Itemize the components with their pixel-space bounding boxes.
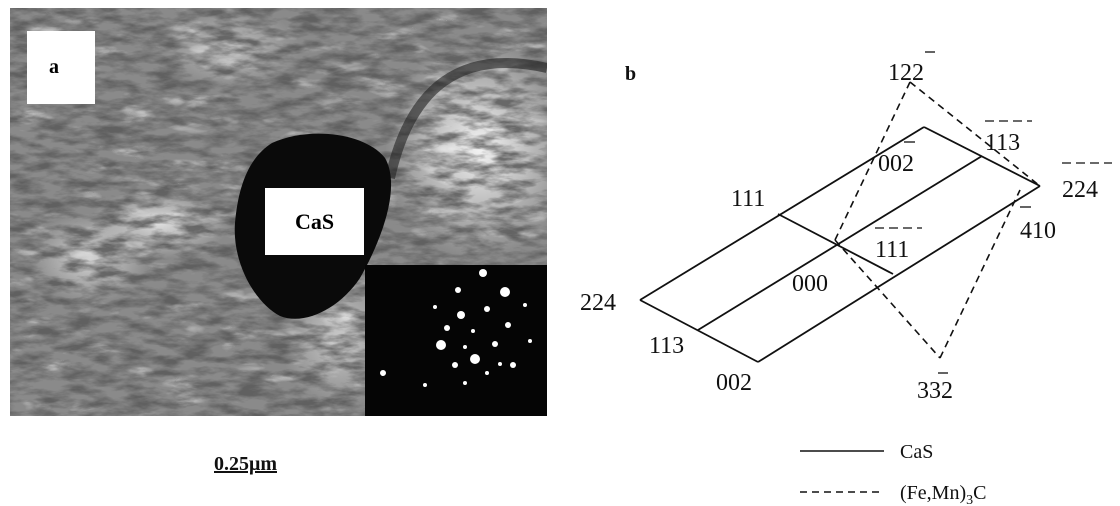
index-000: 000 xyxy=(792,271,828,297)
micrograph-panel: a CaS xyxy=(10,8,547,416)
carbide-lattice xyxy=(834,81,1041,359)
index-002-bar: 002 xyxy=(878,151,914,177)
index-332: 332 xyxy=(917,378,953,404)
index-111-bar: 111 xyxy=(875,237,909,263)
panel-a-label: a xyxy=(27,31,95,104)
scale-bar-label: 0.25μm xyxy=(214,453,277,475)
diffraction-pattern-inset xyxy=(365,265,547,416)
index-113-left: 113 xyxy=(649,333,684,359)
legend-cas-label: CaS xyxy=(900,441,933,463)
index-111: 111 xyxy=(731,186,765,212)
index-002: 002 xyxy=(716,370,752,396)
cas-edge-bottom xyxy=(757,185,1041,363)
diffraction-index-diagram: 122 113 002 224 111 111 410 000 224 113 … xyxy=(580,51,1112,506)
legend-carbide-label: (Fe,Mn)3C xyxy=(900,482,986,506)
diffraction-spots xyxy=(380,269,532,387)
cas-edge-top xyxy=(639,126,925,301)
cas-edge-left xyxy=(639,299,759,363)
index-224-right: 224 xyxy=(1062,177,1098,203)
legend: CaS (Fe,Mn)3C xyxy=(800,441,986,506)
index-410: 410 xyxy=(1020,218,1056,244)
carbide-edge-2 xyxy=(909,81,1041,187)
cas-particle-label: CaS xyxy=(265,188,364,255)
carbide-edge-3 xyxy=(834,239,941,359)
index-224-left: 224 xyxy=(580,290,616,316)
cas-cross-line xyxy=(777,213,894,275)
cas-lattice xyxy=(639,126,1041,363)
carbide-edge-1 xyxy=(834,81,911,241)
cas-mid-line xyxy=(697,155,983,331)
index-113-top: 113 xyxy=(985,130,1020,156)
index-122: 122 xyxy=(888,60,924,86)
carbide-edge-4 xyxy=(939,189,1021,359)
panel-b-label: b xyxy=(625,63,637,85)
